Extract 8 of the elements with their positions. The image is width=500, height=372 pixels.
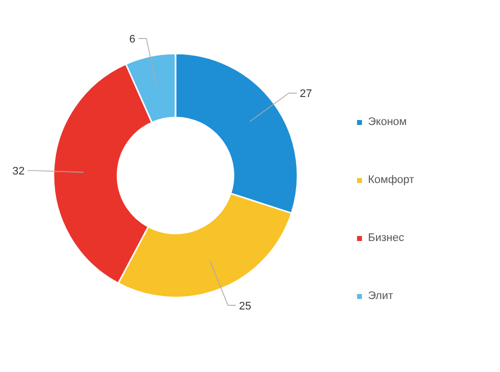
legend-label: Бизнес [368, 232, 404, 244]
data-label: 27 [300, 88, 312, 100]
legend-label: Элит [368, 290, 394, 302]
legend-label: Комфорт [368, 174, 414, 186]
data-label: 32 [12, 166, 25, 178]
legend-label: Эконом [368, 116, 407, 128]
data-label: 25 [238, 300, 252, 312]
data-label: 6 [129, 34, 136, 46]
